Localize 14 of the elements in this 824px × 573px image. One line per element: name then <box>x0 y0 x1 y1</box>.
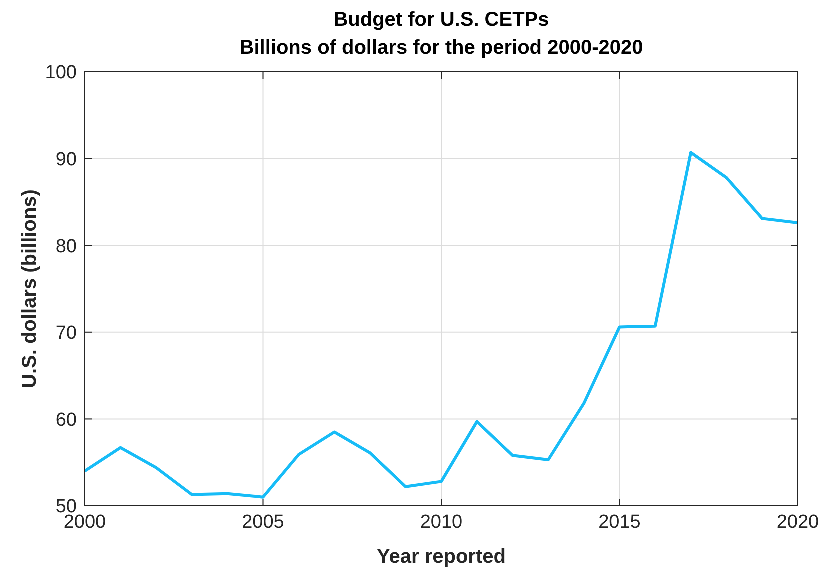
y-axis-title: U.S. dollars (billions) <box>19 190 41 388</box>
x-axis-title: Year reported <box>377 546 506 568</box>
y-tick-label: 80 <box>56 236 77 258</box>
chart-title: Budget for U.S. CETPs <box>334 9 550 31</box>
x-tick-label: 2010 <box>420 512 463 533</box>
y-tick-label: 90 <box>56 149 77 170</box>
x-tick-label: 2005 <box>242 512 284 533</box>
y-tick-label: 70 <box>56 323 77 344</box>
x-tick-label: 2020 <box>776 512 820 533</box>
chart-subtitle: Billions of dollars for the period 2000-2020 <box>240 37 644 59</box>
x-tick-label: 2015 <box>598 512 641 533</box>
y-tick-label: 100 <box>45 62 77 84</box>
line-series <box>84 151 800 499</box>
y-tick-label: 60 <box>56 410 77 431</box>
